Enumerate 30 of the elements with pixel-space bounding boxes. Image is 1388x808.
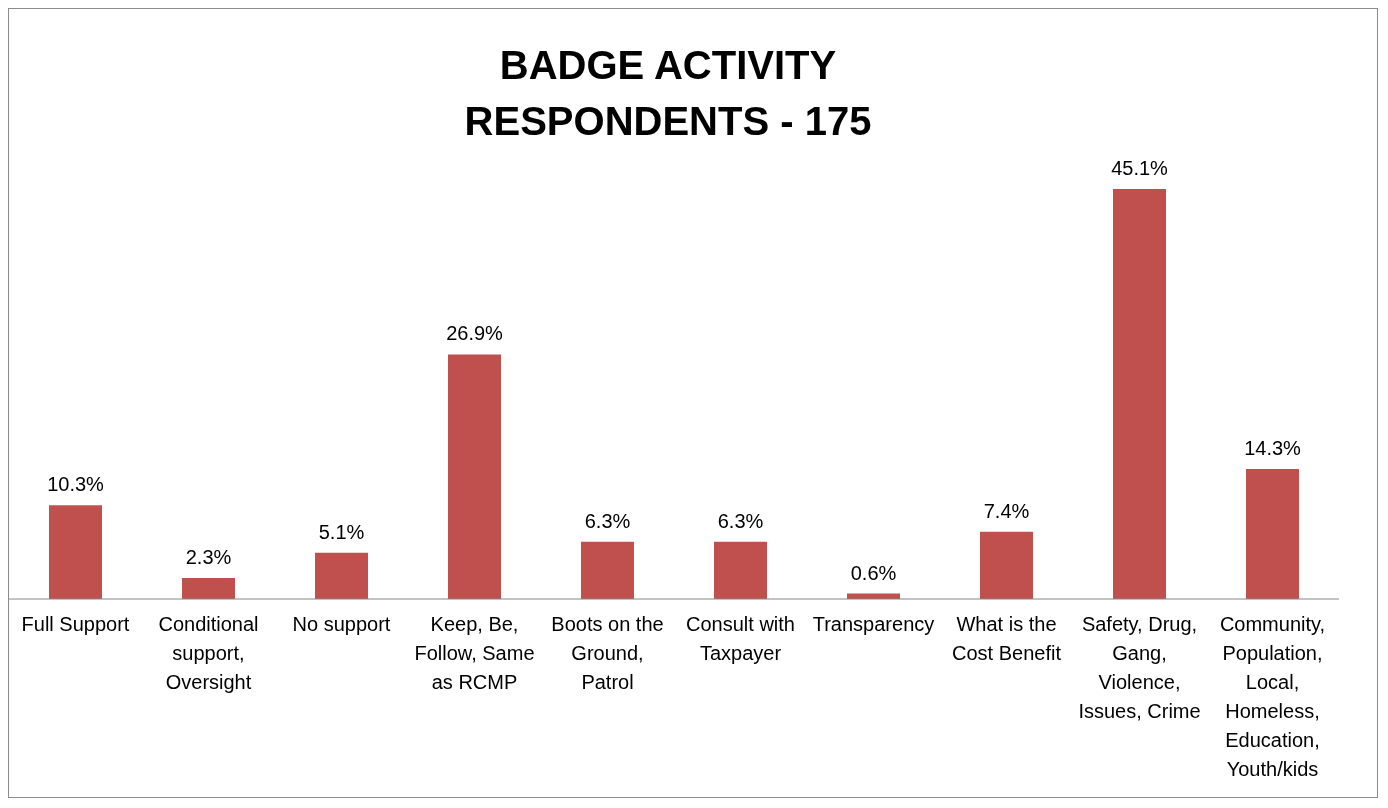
data-label: 26.9% [446,322,504,345]
x-tick-label: Keep, Be, Follow, Same as RCMP [414,613,535,693]
bar [1113,189,1166,599]
bar [448,354,501,599]
x-tick-label: No support [292,613,391,635]
data-label: 7.4% [983,499,1030,522]
bar [714,541,767,599]
x-tick-label: Boots on the Ground, Patrol [551,613,664,693]
bar [581,541,634,599]
data-label: 45.1% [1111,157,1169,179]
bar [1246,469,1299,599]
bar [315,552,368,599]
bar [49,505,102,599]
bar [182,578,235,599]
x-tick-label: Full Support [21,613,130,635]
bar [980,531,1033,599]
x-tick-label: Consult with Taxpayer [686,613,795,664]
x-tick-label: What is the Cost Benefit [952,613,1062,664]
data-label: 5.1% [318,520,365,543]
data-label: 6.3% [584,509,631,532]
chart-title: BADGE ACTIVITY RESPONDENTS - 175 [463,42,873,145]
data-label: 10.3% [47,473,105,496]
data-label: 2.3% [185,546,232,569]
x-tick-label: Community, Population, Local, Homeless, Education, Youth/kids [1219,613,1326,780]
data-label: 14.3% [1244,437,1302,459]
x-tick-label: Conditional support, Oversight [158,613,259,693]
x-tick-label: Safety, Drug, Gang, Violence, Issues, Crime [1078,613,1201,722]
data-label: 0.6% [850,561,897,584]
x-tick-label: Transparency [812,613,935,635]
data-label: 6.3% [717,509,764,532]
